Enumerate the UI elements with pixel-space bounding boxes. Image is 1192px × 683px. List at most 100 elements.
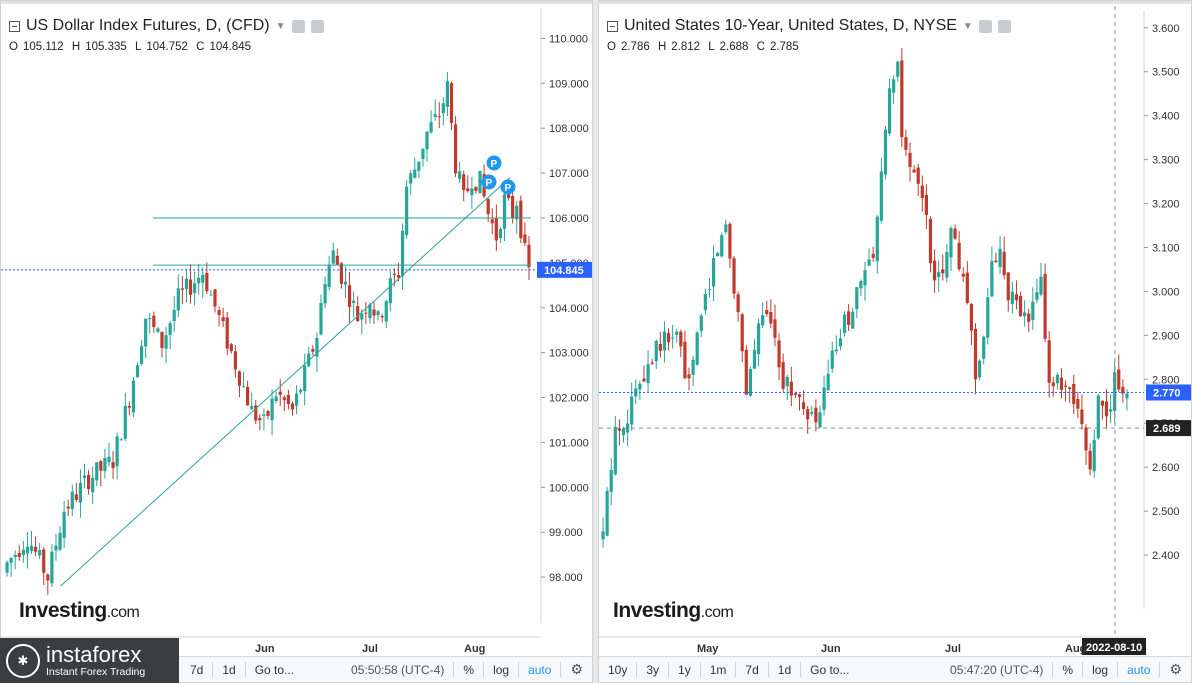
candle-body bbox=[793, 393, 798, 395]
candle-body bbox=[229, 344, 233, 352]
right-chart-title: United States 10-Year, United States, D,… bbox=[624, 17, 957, 34]
candle-body bbox=[736, 294, 740, 312]
top-toolbar-strip bbox=[599, 1, 1191, 4]
y-tick-label: 98.000 bbox=[549, 572, 583, 584]
candle-body bbox=[883, 129, 888, 175]
range-7d-button[interactable]: 7d bbox=[745, 662, 759, 677]
x-tick-label: Aug bbox=[1065, 643, 1086, 655]
watermark-subtitle: Instant Forex Trading bbox=[46, 665, 146, 678]
clock-timezone[interactable]: 05:50:58 (UTC-4) bbox=[351, 662, 445, 677]
candle-body bbox=[949, 227, 953, 258]
range-1y-button[interactable]: 1y bbox=[678, 662, 691, 677]
dxy-candlestick-chart[interactable]: 98.000 99.000 100.000 101.000 102.000 103.000… bbox=[1, 1, 593, 683]
percent-toggle[interactable]: % bbox=[463, 662, 475, 677]
last-price-tag bbox=[1146, 384, 1191, 401]
candle-body bbox=[21, 549, 25, 556]
auto-toggle[interactable]: auto bbox=[528, 662, 552, 677]
instaforex-logo-icon: ✱ bbox=[6, 643, 40, 678]
gear-icon[interactable] bbox=[997, 19, 1011, 33]
candle-body bbox=[164, 335, 168, 349]
candle-body bbox=[765, 310, 769, 315]
candle-body bbox=[1018, 295, 1023, 317]
eye-icon[interactable] bbox=[291, 19, 305, 33]
goto-button[interactable]: Go to... bbox=[810, 662, 850, 677]
candle-body bbox=[160, 331, 164, 349]
candle-body bbox=[691, 359, 695, 375]
y-tick-label: 3.600 bbox=[1152, 23, 1180, 35]
candle-body bbox=[17, 553, 21, 557]
candle-body bbox=[42, 549, 46, 573]
y-tick-label: 3.200 bbox=[1152, 199, 1180, 211]
candle-body bbox=[756, 323, 761, 355]
y-tick-label: 2.900 bbox=[1152, 330, 1180, 342]
candle-body bbox=[278, 391, 282, 395]
candle-body bbox=[237, 371, 242, 386]
candle-body bbox=[429, 122, 433, 133]
watermark-name: instaforex bbox=[46, 641, 142, 667]
candle-body bbox=[916, 167, 920, 184]
candle-body bbox=[176, 288, 180, 311]
range-1d-button[interactable]: 1d bbox=[777, 662, 792, 677]
goto-button[interactable]: Go to... bbox=[254, 662, 295, 677]
candle-body bbox=[323, 284, 327, 304]
candle-body bbox=[474, 186, 478, 191]
candle-body bbox=[527, 244, 531, 268]
candle-body bbox=[388, 278, 392, 304]
candle-body bbox=[761, 315, 765, 326]
chevron-down-icon[interactable]: ▼ bbox=[962, 20, 973, 32]
candle-body bbox=[250, 405, 254, 410]
candle-body bbox=[605, 490, 609, 536]
candle-body bbox=[1076, 398, 1080, 409]
candle-body bbox=[961, 273, 965, 277]
candle-body bbox=[445, 81, 450, 107]
log-toggle[interactable]: log bbox=[493, 662, 510, 677]
candle-body bbox=[502, 194, 507, 229]
candle-body bbox=[847, 311, 851, 325]
candle-body bbox=[425, 131, 429, 150]
candle-body bbox=[666, 333, 671, 343]
candle-body bbox=[95, 462, 99, 481]
candle-body bbox=[1002, 251, 1006, 276]
candle-body bbox=[262, 414, 266, 416]
range-10y-button[interactable]: 10y bbox=[608, 662, 628, 677]
y-tick-label: 2.500 bbox=[1152, 506, 1180, 518]
candle-body bbox=[908, 152, 912, 167]
candle-body bbox=[1121, 386, 1125, 394]
us10y-candlestick-chart[interactable]: 2.4002.5002.6002.7002.8002.9003.0003.100… bbox=[599, 1, 1192, 683]
candle-body bbox=[1092, 439, 1096, 472]
auto-toggle[interactable]: auto bbox=[1127, 662, 1151, 677]
candle-body bbox=[360, 313, 364, 320]
gear-icon[interactable]: ⚙ bbox=[1169, 661, 1182, 677]
collapse-icon[interactable] bbox=[607, 20, 618, 32]
gear-icon[interactable] bbox=[310, 19, 324, 33]
candle-body bbox=[671, 337, 675, 339]
candle-body bbox=[392, 273, 397, 275]
candle-body bbox=[740, 314, 744, 352]
candle-body bbox=[1088, 450, 1092, 470]
chevron-down-icon[interactable]: ▼ bbox=[275, 20, 286, 32]
candle-body bbox=[994, 260, 998, 262]
candle-body bbox=[1027, 313, 1031, 322]
left-chart-title: US Dollar Index Futures, D, (CFD) bbox=[26, 17, 270, 34]
y-tick-label: 103.000 bbox=[549, 348, 589, 360]
range-1m-button[interactable]: 1m bbox=[709, 662, 727, 677]
gear-icon[interactable]: ⚙ bbox=[570, 661, 583, 677]
candle-body bbox=[732, 258, 736, 294]
range-1d-button[interactable]: 1d bbox=[222, 662, 236, 677]
investing-logo: Investing.com bbox=[19, 599, 140, 623]
range-3y-button[interactable]: 3y bbox=[646, 662, 660, 677]
candle-body bbox=[826, 373, 830, 391]
candle-body bbox=[327, 264, 331, 287]
clock-timezone[interactable]: 05:47:20 (UTC-4) bbox=[950, 662, 1044, 677]
candle-body bbox=[184, 278, 189, 290]
candle-body bbox=[806, 408, 810, 420]
eye-icon[interactable] bbox=[978, 19, 992, 33]
collapse-icon[interactable] bbox=[9, 20, 20, 32]
percent-toggle[interactable]: % bbox=[1062, 662, 1074, 677]
candle-body bbox=[478, 170, 482, 194]
range-7d-button[interactable]: 7d bbox=[190, 662, 204, 677]
candle-body bbox=[82, 475, 87, 479]
log-toggle[interactable]: log bbox=[1092, 662, 1109, 677]
candle-body bbox=[209, 294, 213, 296]
candle-body bbox=[299, 389, 303, 393]
